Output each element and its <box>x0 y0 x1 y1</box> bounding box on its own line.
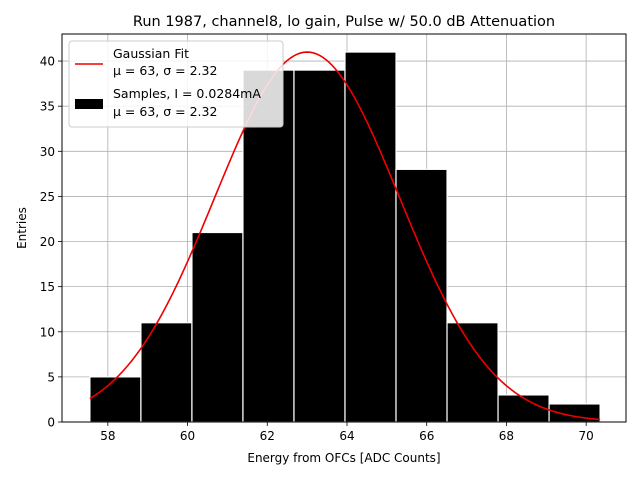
chart-title: Run 1987, channel8, lo gain, Pulse w/ 50… <box>133 14 555 30</box>
histogram-bar <box>191 231 244 423</box>
histogram-bar <box>242 69 295 423</box>
histogram-bars <box>89 51 601 423</box>
x-tick-label: 58 <box>100 429 115 443</box>
x-tick-label: 68 <box>499 429 514 443</box>
y-axis-label: Entries <box>15 207 29 249</box>
legend: Gaussian Fit μ = 63, σ = 2.32 Samples, I… <box>68 40 284 128</box>
y-tick-label: 25 <box>40 190 55 204</box>
y-tick-label: 20 <box>40 235 55 249</box>
legend-fit-label: Gaussian Fit <box>113 46 189 61</box>
gaussian-fit-curve <box>89 51 601 421</box>
histogram-bar <box>293 69 346 423</box>
x-axis-label: Energy from OFCs [ADC Counts] <box>247 451 440 465</box>
legend-fit-params: μ = 63, σ = 2.32 <box>113 63 217 78</box>
gaussian-fit-layer <box>89 51 601 421</box>
histogram-bar <box>89 376 142 423</box>
y-tick-label: 0 <box>47 416 55 430</box>
y-tick-label: 15 <box>40 280 55 294</box>
x-tick-label: 64 <box>339 429 354 443</box>
histogram-bar <box>446 322 499 423</box>
plot-frame <box>61 33 627 423</box>
legend-box <box>68 40 284 128</box>
y-tick-label: 40 <box>40 55 55 69</box>
x-tick-label: 70 <box>579 429 594 443</box>
y-tick-label: 5 <box>47 370 55 384</box>
legend-samples-params: μ = 63, σ = 2.32 <box>113 104 217 119</box>
y-tick-label: 10 <box>40 325 55 339</box>
y-axis-ticks: 0 5 10 15 20 25 30 35 40 <box>40 55 62 430</box>
histogram-bar <box>344 51 397 423</box>
legend-samples-box-icon <box>75 99 103 109</box>
y-tick-label: 30 <box>40 145 55 159</box>
histogram-bar <box>497 394 550 423</box>
x-axis-ticks: 58 60 62 64 66 68 70 <box>100 422 594 443</box>
x-tick-label: 62 <box>260 429 275 443</box>
x-tick-label: 66 <box>419 429 434 443</box>
x-tick-label: 60 <box>180 429 195 443</box>
legend-samples-label: Samples, I = 0.0284mA <box>113 86 261 101</box>
y-tick-label: 35 <box>40 100 55 114</box>
